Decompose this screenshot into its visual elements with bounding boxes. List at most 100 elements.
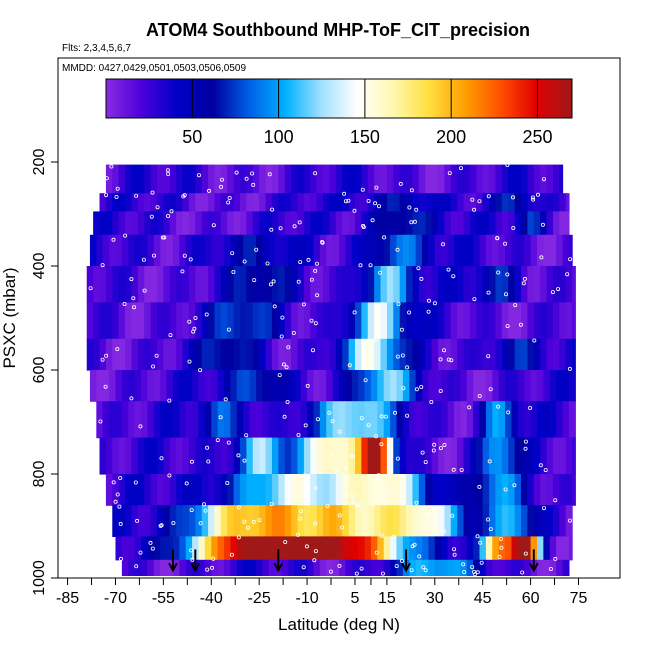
heatmap-cell: [326, 234, 334, 267]
data-point: [425, 512, 430, 517]
data-point: [298, 509, 303, 514]
heatmap-cell: [169, 266, 177, 303]
data-point: [325, 503, 330, 508]
heatmap-cell: [485, 536, 493, 561]
heatmap-cell: [188, 437, 196, 475]
heatmap-cell: [431, 211, 439, 236]
heatmap-cell: [278, 266, 286, 303]
heatmap-cell: [396, 536, 404, 561]
heatmap-cell: [125, 437, 133, 475]
data-point: [333, 468, 338, 473]
heatmap-cell: [412, 505, 420, 537]
heatmap-cell: [128, 559, 136, 576]
data-point: [451, 274, 456, 279]
heatmap-cell: [441, 559, 449, 576]
heatmap-cell: [367, 474, 375, 506]
data-point: [205, 567, 210, 572]
heatmap-cell: [259, 505, 267, 537]
heatmap-cell: [354, 211, 362, 236]
heatmap-cell: [568, 401, 576, 439]
heatmap-cell: [342, 505, 350, 537]
heatmap-cell: [444, 474, 452, 506]
heatmap-cell: [179, 536, 187, 561]
heatmap-cell: [332, 234, 340, 267]
heatmap-cell: [192, 536, 200, 561]
heatmap-cell: [323, 474, 331, 506]
heatmap-cell: [303, 302, 311, 340]
heatmap-cell: [386, 266, 394, 303]
heatmap-cell: [351, 370, 359, 402]
data-point: [166, 171, 171, 176]
heatmap-cell: [316, 338, 324, 371]
x-tick-label: -85: [56, 590, 79, 607]
heatmap-cell: [505, 536, 513, 561]
heatmap-cell: [354, 302, 362, 340]
data-point: [523, 551, 528, 556]
heatmap-cell: [303, 193, 311, 212]
heatmap-cell: [291, 338, 299, 371]
heatmap-cell: [386, 164, 394, 194]
heatmap-cell: [329, 164, 337, 194]
heatmap-cell: [281, 401, 289, 439]
heatmap-cell: [240, 302, 247, 340]
heatmap-cell: [437, 302, 445, 340]
heatmap-cell: [278, 193, 286, 212]
heatmap-cell: [208, 474, 216, 506]
data-point: [122, 301, 127, 306]
heatmap-cell: [437, 193, 445, 212]
heatmap-cell: [265, 211, 273, 236]
heatmap-cell: [517, 234, 525, 267]
heatmap-cell: [463, 302, 471, 340]
heatmap-cell: [453, 370, 461, 402]
data-point: [409, 568, 414, 573]
heatmap-cell: [358, 234, 366, 267]
heatmap-cell: [214, 193, 222, 212]
data-point: [315, 417, 320, 422]
heatmap-cell: [217, 234, 225, 267]
heatmap-cell: [549, 536, 557, 561]
heatmap-cell: [342, 211, 350, 236]
heatmap-cell: [137, 211, 145, 236]
heatmap-cell: [252, 437, 260, 475]
data-point: [441, 348, 446, 353]
heatmap-cell: [297, 474, 305, 506]
data-point: [272, 304, 277, 309]
data-point: [203, 508, 208, 513]
heatmap-cell: [533, 266, 541, 303]
heatmap-cell: [153, 234, 161, 267]
data-point: [296, 432, 301, 437]
data-point: [211, 556, 216, 561]
heatmap-cell: [457, 474, 465, 506]
heatmap-cell: [485, 401, 493, 439]
heatmap-cell: [255, 559, 263, 576]
heatmap-cell: [568, 370, 576, 402]
heatmap-cell: [390, 401, 398, 439]
heatmap-cell: [485, 234, 493, 267]
heatmap-cell: [530, 370, 538, 402]
heatmap-cell: [345, 401, 353, 439]
data-point: [432, 442, 437, 447]
heatmap-cell: [329, 266, 337, 303]
heatmap-cell: [415, 559, 423, 576]
heatmap-cell: [227, 164, 235, 194]
heatmap-cell: [498, 536, 506, 561]
heatmap-cell: [291, 302, 299, 340]
data-point: [149, 214, 154, 219]
heatmap-cell: [217, 536, 225, 561]
launch-arrowhead: [190, 562, 201, 573]
data-point: [159, 523, 164, 528]
heatmap-cell: [524, 536, 532, 561]
heatmap-cell: [406, 505, 414, 537]
heatmap-cell: [329, 193, 337, 212]
data-point: [350, 493, 355, 498]
heatmap-cell: [240, 437, 247, 475]
heatmap-cell: [144, 211, 152, 236]
heatmap-cell: [243, 559, 251, 576]
heatmap-cell: [380, 474, 388, 506]
heatmap-cell: [236, 401, 244, 439]
data-point: [459, 467, 464, 472]
heatmap-cell: [425, 437, 433, 475]
data-point: [540, 222, 545, 227]
heatmap-cell: [268, 536, 276, 561]
heatmap-cell: [514, 302, 522, 340]
